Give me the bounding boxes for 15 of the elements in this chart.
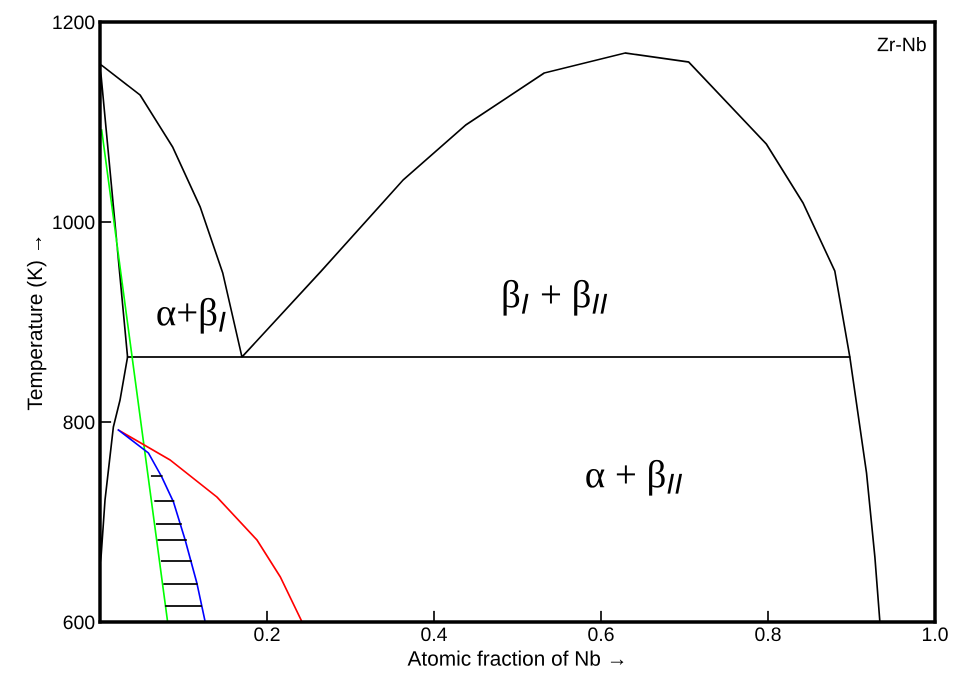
annotation: α + β$_{II}$ xyxy=(586,460,682,496)
x-tick-label: 0.8 xyxy=(755,627,781,642)
x-axis-title: Atomic fraction of Nb → xyxy=(408,650,624,666)
y-axis-title: Temperature (K) → xyxy=(26,238,46,410)
x-tick-label: 0.6 xyxy=(588,627,614,642)
annotation: β$_{I}$ + β$_{II}$ xyxy=(504,280,608,316)
y-tick-label: 1200 xyxy=(53,15,94,30)
x-tick-label: 0.2 xyxy=(254,627,280,642)
y-tick-label: 600 xyxy=(64,615,94,630)
y-tick-label: 800 xyxy=(64,415,94,430)
y-tick-label: 1000 xyxy=(53,215,94,230)
x-tick-label: 0.4 xyxy=(421,627,447,642)
annotation: Zr-Nb xyxy=(878,37,926,52)
annotation: α+β$_{I}$ xyxy=(157,298,226,334)
x-tick-label: 1.0 xyxy=(922,627,948,642)
